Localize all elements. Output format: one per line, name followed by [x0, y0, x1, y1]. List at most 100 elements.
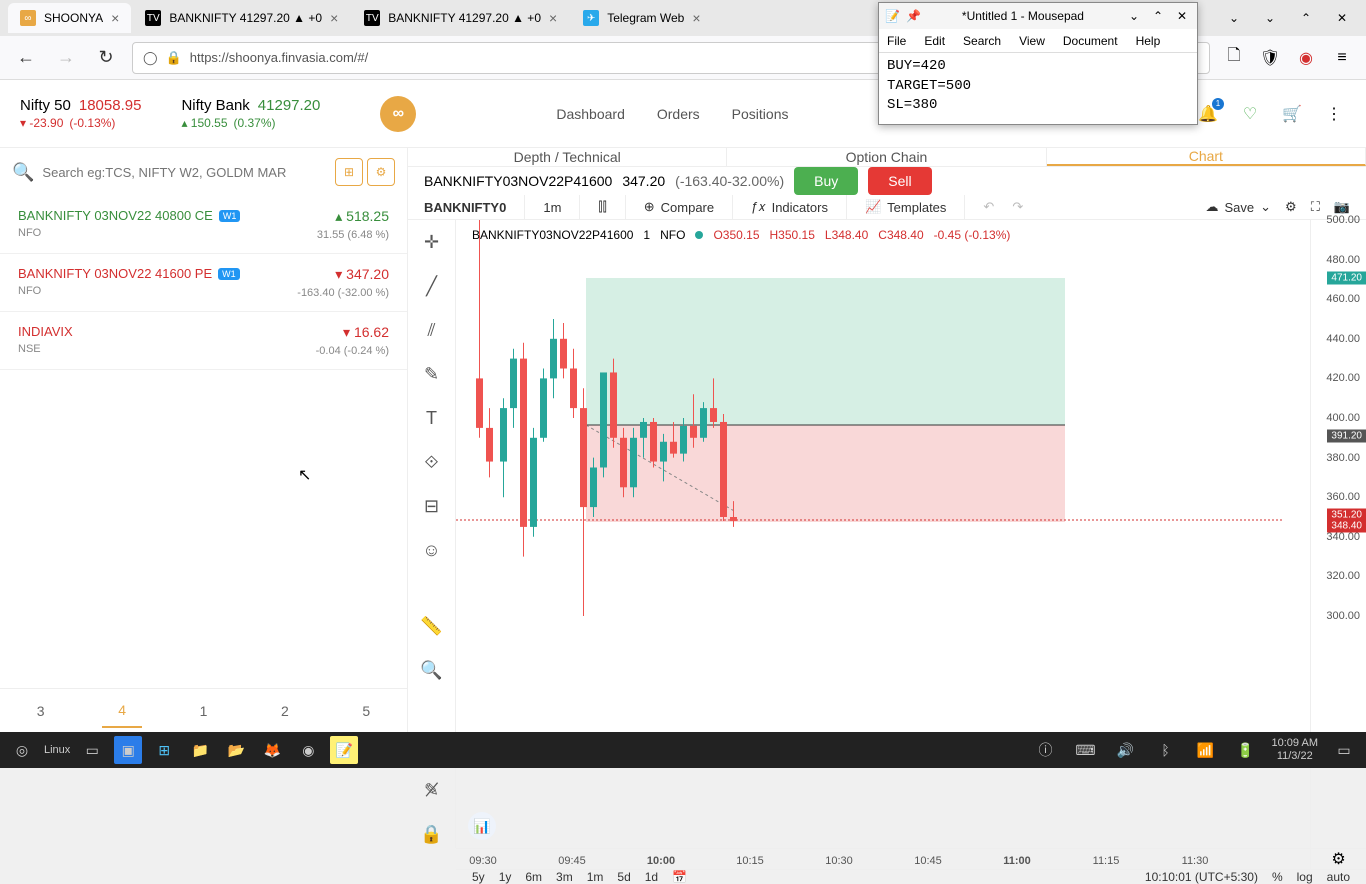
- ext-ublock-icon[interactable]: ◉: [1294, 46, 1318, 70]
- menu-item[interactable]: Search: [963, 34, 1001, 48]
- privacy-icon[interactable]: 🛡: [1258, 46, 1282, 70]
- buy-button[interactable]: Buy: [794, 167, 858, 195]
- taskbar-chrome-icon[interactable]: ◉: [294, 736, 322, 764]
- tab-close-icon[interactable]: ×: [330, 10, 338, 26]
- text-tool[interactable]: T: [418, 404, 446, 432]
- taskbar-app-1[interactable]: ▣: [114, 736, 142, 764]
- range-button[interactable]: 1y: [499, 870, 512, 884]
- save-button[interactable]: ☁Save⌄: [1206, 199, 1272, 215]
- range-button[interactable]: 5d: [617, 870, 630, 884]
- brush-tool[interactable]: ✎: [418, 360, 446, 388]
- watchlist-search-input[interactable]: [42, 156, 327, 188]
- range-button[interactable]: 5y: [472, 870, 485, 884]
- pattern-tool[interactable]: ⟐: [418, 448, 446, 476]
- index-ticker[interactable]: Nifty Bank41297.20▴ 150.55(0.37%): [181, 97, 320, 130]
- mousepad-editor[interactable]: BUY=420 TARGET=500 SL=380: [879, 53, 1197, 124]
- task-view-icon[interactable]: ▭: [78, 736, 106, 764]
- app-logo[interactable]: ∞: [380, 96, 416, 132]
- taskbar-mousepad-icon[interactable]: 📝: [330, 736, 358, 764]
- pin-icon[interactable]: 📌: [906, 9, 921, 23]
- lock-tool[interactable]: ✎̸: [418, 776, 446, 804]
- window-close[interactable]: ✕: [1326, 6, 1358, 30]
- browser-menu-chevron[interactable]: ⌄: [1218, 6, 1250, 30]
- page-tab[interactable]: 2: [265, 695, 305, 727]
- mousepad-maximize[interactable]: ⌃: [1149, 7, 1167, 25]
- templates-button[interactable]: 📈Templates: [865, 199, 946, 215]
- axis-option[interactable]: log: [1297, 870, 1313, 884]
- tray-volume-icon[interactable]: 🔊: [1112, 736, 1140, 764]
- detail-tab[interactable]: Option Chain: [727, 148, 1046, 166]
- browser-tab[interactable]: TVBANKNIFTY 41297.20 ▲ +0×: [352, 3, 569, 33]
- axis-option[interactable]: %: [1272, 870, 1283, 884]
- nav-link[interactable]: Positions: [732, 106, 789, 122]
- range-button[interactable]: 6m: [525, 870, 542, 884]
- detail-tab[interactable]: Chart: [1047, 148, 1366, 166]
- time-axis[interactable]: 09:3009:4510:0010:1510:3010:4511:0011:15…: [456, 849, 1310, 869]
- nav-link[interactable]: Orders: [657, 106, 700, 122]
- fullscreen-icon[interactable]: ⛶: [1311, 199, 1320, 215]
- lock-drawings-tool[interactable]: 🔒: [418, 820, 446, 848]
- nav-link[interactable]: Dashboard: [556, 106, 625, 122]
- forward-button[interactable]: →: [52, 44, 80, 72]
- kebab-icon[interactable]: ⋮: [1322, 102, 1346, 126]
- fib-tool[interactable]: ⫽: [418, 316, 446, 344]
- axis-settings-icon[interactable]: ⚙: [1310, 849, 1366, 869]
- bell-icon[interactable]: 🔔1: [1196, 102, 1220, 126]
- grid-view-button[interactable]: ⊞: [335, 158, 363, 186]
- tray-clock[interactable]: 10:09 AM 11/3/22: [1272, 737, 1318, 763]
- taskbar-folder-icon[interactable]: 📂: [222, 736, 250, 764]
- redo-button[interactable]: ↷: [1012, 199, 1023, 215]
- snapshot-icon[interactable]: 📷: [1334, 199, 1350, 215]
- emoji-tool[interactable]: ☺: [418, 536, 446, 564]
- start-label[interactable]: Linux: [44, 744, 70, 756]
- zoom-tool[interactable]: 🔍: [418, 656, 446, 684]
- taskbar-firefox-icon[interactable]: 🦊: [258, 736, 286, 764]
- calendar-icon[interactable]: 📅: [672, 870, 687, 884]
- window-minimize[interactable]: ⌄: [1254, 6, 1286, 30]
- tray-battery-icon[interactable]: 🔋: [1232, 736, 1260, 764]
- tab-close-icon[interactable]: ×: [111, 10, 119, 26]
- page-tab[interactable]: 1: [184, 695, 224, 727]
- menu-item[interactable]: Help: [1136, 34, 1161, 48]
- mousepad-titlebar[interactable]: 📝 📌 *Untitled 1 - Mousepad ⌄ ⌃ ✕: [879, 3, 1197, 29]
- axis-option[interactable]: auto: [1327, 870, 1350, 884]
- taskbar-app-2[interactable]: ⊞: [150, 736, 178, 764]
- tray-info-icon[interactable]: ⓘ: [1032, 736, 1060, 764]
- watchlist-item[interactable]: BANKNIFTY 03NOV22 40800 CEW1NFO▴ 518.253…: [0, 196, 407, 254]
- hamburger-icon[interactable]: ≡: [1330, 46, 1354, 70]
- tray-keyboard-icon[interactable]: ⌨: [1072, 736, 1100, 764]
- page-tab[interactable]: 5: [346, 695, 386, 727]
- taskbar-files-icon[interactable]: 📁: [186, 736, 214, 764]
- indicators-button[interactable]: ƒ𝑥Indicators: [751, 199, 828, 215]
- forecast-tool[interactable]: ⊟: [418, 492, 446, 520]
- browser-tab[interactable]: ∞SHOONYA×: [8, 3, 131, 33]
- tab-close-icon[interactable]: ×: [549, 10, 557, 26]
- browser-tab[interactable]: TVBANKNIFTY 41297.20 ▲ +0×: [133, 3, 350, 33]
- range-button[interactable]: 3m: [556, 870, 573, 884]
- window-maximize[interactable]: ⌃: [1290, 6, 1322, 30]
- menu-item[interactable]: View: [1019, 34, 1045, 48]
- pulse-icon[interactable]: ♡: [1238, 102, 1262, 126]
- back-button[interactable]: ←: [12, 44, 40, 72]
- watchlist-item[interactable]: INDIAVIXNSE▾ 16.62-0.04 (-0.24 %): [0, 312, 407, 370]
- menu-item[interactable]: Document: [1063, 34, 1118, 48]
- reload-button[interactable]: ↻: [92, 44, 120, 72]
- candle-type-icon[interactable]: ⫿⫿: [598, 199, 606, 215]
- mousepad-close[interactable]: ✕: [1173, 7, 1191, 25]
- range-button[interactable]: 1m: [587, 870, 604, 884]
- page-tab[interactable]: 3: [21, 695, 61, 727]
- interval-selector[interactable]: 1m: [543, 200, 561, 215]
- reader-icon[interactable]: 🗋: [1222, 46, 1246, 70]
- undo-button[interactable]: ↶: [983, 199, 994, 215]
- mousepad-minimize[interactable]: ⌄: [1125, 7, 1143, 25]
- cart-icon[interactable]: 🛒: [1280, 102, 1304, 126]
- compare-button[interactable]: ⊕Compare: [644, 199, 714, 215]
- show-desktop-button[interactable]: ▭: [1330, 736, 1358, 764]
- start-button[interactable]: ◎: [8, 736, 36, 764]
- range-button[interactable]: 1d: [645, 870, 658, 884]
- watchlist-item[interactable]: BANKNIFTY 03NOV22 41600 PEW1NFO▾ 347.20-…: [0, 254, 407, 312]
- chart-settings-icon[interactable]: ⚙: [1285, 199, 1297, 215]
- detail-tab[interactable]: Depth / Technical: [408, 148, 727, 166]
- page-tab[interactable]: 4: [102, 694, 142, 728]
- tab-close-icon[interactable]: ×: [692, 10, 700, 26]
